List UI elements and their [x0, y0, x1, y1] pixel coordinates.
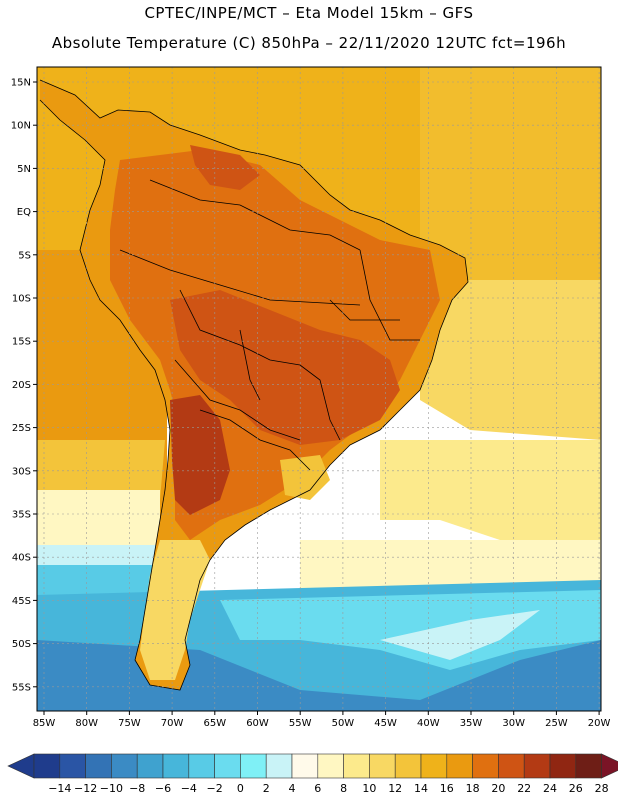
lat-label: 30S — [12, 466, 31, 477]
colorbar-segment — [498, 753, 525, 779]
colorbar-arrow-left — [7, 753, 35, 779]
colorbar-segment — [85, 753, 112, 779]
colorbar-segment — [369, 753, 396, 779]
lat-label: 10N — [11, 121, 31, 132]
colorbar-label: 8 — [340, 782, 347, 795]
colorbar-label: 22 — [517, 782, 531, 795]
lon-label: 30W — [502, 718, 525, 729]
colorbar-label: 28 — [595, 782, 609, 795]
colorbar-segment — [575, 753, 602, 779]
lon-label: 80W — [75, 718, 98, 729]
colorbar-segment — [523, 753, 551, 779]
lon-label: 70W — [161, 718, 184, 729]
lon-label: 60W — [246, 718, 269, 729]
colorbar-label: 12 — [388, 782, 402, 795]
lat-label: 25S — [12, 423, 31, 434]
lon-label: 25W — [545, 718, 568, 729]
colorbar-label: 10 — [362, 782, 376, 795]
colorbar-segment — [291, 753, 319, 779]
colorbar-label: 6 — [314, 782, 321, 795]
lat-label: 50S — [12, 639, 31, 650]
ocean-band-atlantic-warm — [420, 280, 601, 440]
hot-region-north — [190, 145, 260, 190]
colorbar-label: −12 — [74, 782, 97, 795]
colorbar-segment — [446, 753, 473, 779]
colorbar-segment — [343, 753, 370, 779]
colorbar-label: −6 — [155, 782, 171, 795]
colorbar-segment — [111, 753, 138, 779]
colorbar-label: 2 — [263, 782, 270, 795]
colorbar-label: −14 — [48, 782, 71, 795]
lat-label: EQ — [17, 207, 31, 218]
ocean-band-pacific-south — [37, 440, 165, 500]
lon-label: 85W — [33, 718, 56, 729]
colorbar-label: 18 — [466, 782, 480, 795]
colorbar-label: −4 — [181, 782, 197, 795]
colorbar-segment — [394, 753, 422, 779]
lon-label: 65W — [203, 718, 226, 729]
colorbar-segment — [188, 753, 215, 779]
colorbar-label: 20 — [491, 782, 505, 795]
lon-label: 45W — [374, 718, 397, 729]
colorbar-segment — [214, 753, 241, 779]
title-line-2: Absolute Temperature (C) 850hPa – 22/11/… — [51, 34, 567, 52]
colorbar-segment — [33, 753, 61, 779]
lat-label: 45S — [12, 596, 31, 607]
lat-label: 55S — [12, 682, 31, 693]
colorbar-segment — [549, 753, 577, 779]
colorbar-segment — [59, 753, 86, 779]
lat-label: 35S — [12, 510, 31, 521]
lat-label: 5S — [18, 250, 31, 261]
hot-region-central — [170, 290, 400, 445]
colorbar-label: −2 — [206, 782, 222, 795]
lon-label: 50W — [332, 718, 355, 729]
patagonia-cool — [140, 540, 210, 680]
colorbar-segment — [136, 753, 164, 779]
colorbar-segment — [420, 753, 448, 779]
colorbar-segment — [240, 753, 267, 779]
ocean-band-atlantic-pale — [380, 440, 601, 560]
colorbar-segment — [317, 753, 344, 779]
lon-label: 75W — [118, 718, 141, 729]
colorbar-segment — [472, 753, 499, 779]
lon-label: 35W — [460, 718, 483, 729]
hottest-region-andes — [170, 395, 230, 515]
lat-label: 40S — [12, 553, 31, 564]
ocean-band-south-light — [220, 590, 601, 670]
lat-label: 5N — [17, 164, 31, 175]
ocean-band-pale-patch — [380, 610, 540, 660]
colorbar-segment — [265, 753, 293, 779]
title-line-1: CPTEC/INPE/MCT – Eta Model 15km – GFS — [144, 4, 474, 22]
colorbar: −14 −12 −10 −8 −6 −4 −2 0 2 4 6 8 10 12 14 16 18 20 22 24 26… — [7, 753, 618, 795]
colorbar-label: −10 — [100, 782, 123, 795]
colorbar-label: 0 — [237, 782, 244, 795]
lon-label: 40W — [417, 718, 440, 729]
colorbar-label: 4 — [289, 782, 296, 795]
lat-label: 15S — [12, 337, 31, 348]
uruguay-region — [280, 455, 330, 500]
colorbar-label: 26 — [569, 782, 583, 795]
lat-label: 10S — [12, 294, 31, 305]
colorbar-segment — [162, 753, 190, 779]
lat-label: 20S — [12, 380, 31, 391]
colorbar-label: 14 — [414, 782, 428, 795]
colorbar-arrow-right — [601, 753, 618, 779]
colorbar-label: −8 — [129, 782, 145, 795]
lat-label: 15N — [11, 78, 31, 89]
lon-label: 55W — [289, 718, 312, 729]
lon-label: 20W — [588, 718, 611, 729]
colorbar-label: 16 — [440, 782, 454, 795]
colorbar-label: 24 — [543, 782, 557, 795]
